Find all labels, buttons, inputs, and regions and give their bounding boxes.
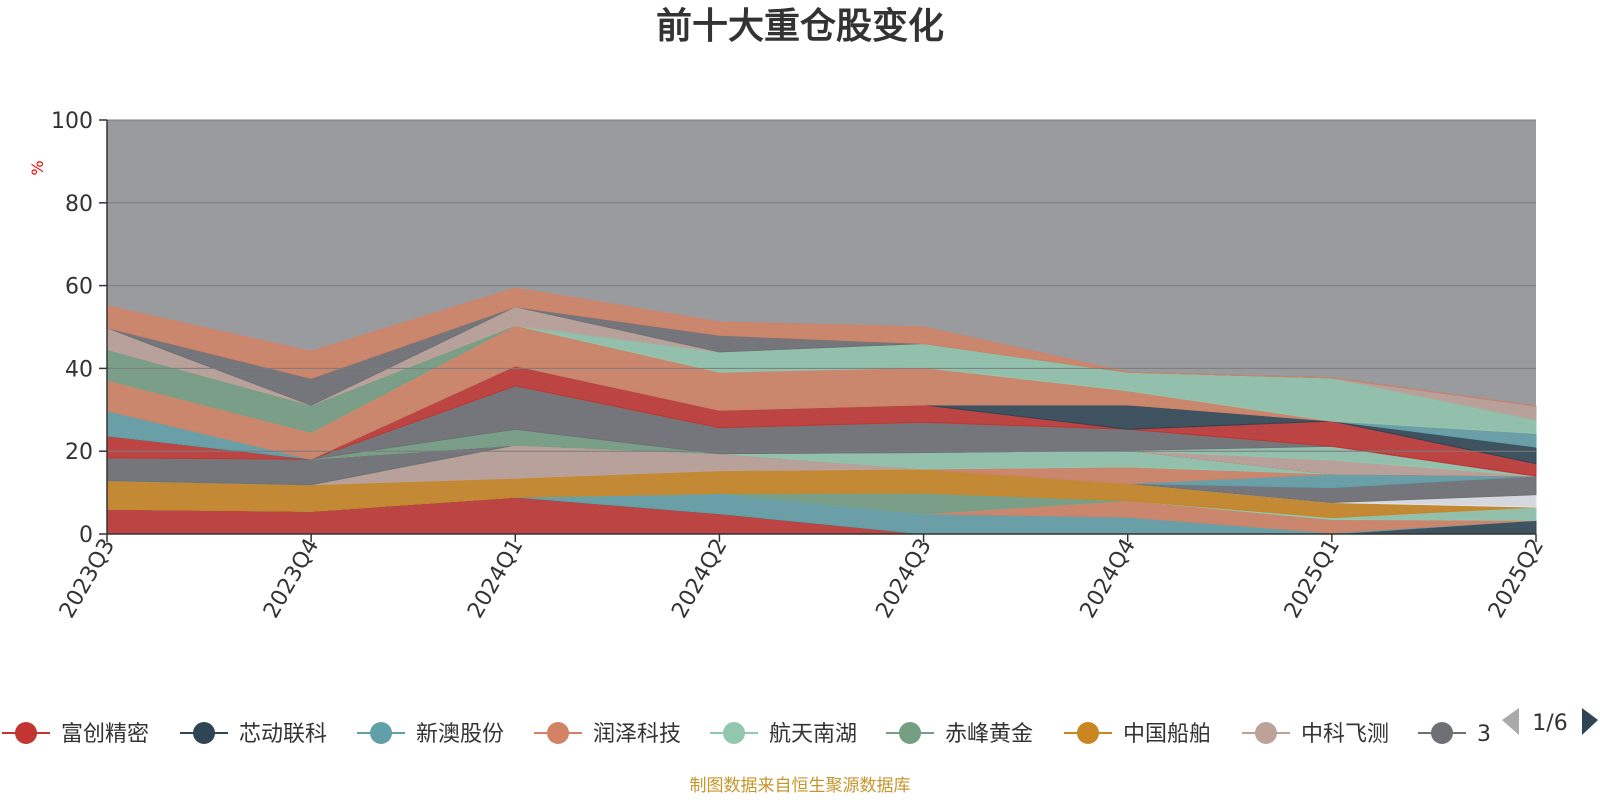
x-tick-labels: 2023Q3 2023Q4 2024Q1 2024Q2 2024Q3 2024Q4 2025… xyxy=(55,534,1549,623)
legend-marker-icon xyxy=(899,722,921,744)
legend-marker-icon xyxy=(547,722,569,744)
legend-marker-icon xyxy=(1431,722,1453,744)
legend-item[interactable]: 富创精密 xyxy=(2,722,149,747)
x-tick-label: 2025Q1 xyxy=(1280,535,1345,623)
legend-item[interactable]: 赤峰黄金 xyxy=(886,722,1033,747)
legend-marker-icon xyxy=(1255,722,1277,744)
x-tick-label: 2025Q2 xyxy=(1484,535,1549,623)
legend-marker-icon xyxy=(15,722,37,744)
legend-marker-icon xyxy=(193,722,215,744)
legend-item[interactable]: 中国船舶 xyxy=(1064,722,1211,747)
grid-lines xyxy=(107,119,1536,452)
legend-label: 新澳股份 xyxy=(416,722,504,747)
y-tick-labels: 0 20 40 60 80 100 xyxy=(51,109,107,548)
legend-label: 中科飞测 xyxy=(1301,722,1389,747)
legend-label: 赤峰黄金 xyxy=(945,722,1033,747)
y-tick-label: 100 xyxy=(51,109,93,134)
y-tick-label: 60 xyxy=(65,275,93,300)
legend-label: 中国船舶 xyxy=(1123,722,1211,747)
legend-item[interactable]: 新澳股份 xyxy=(357,722,504,747)
triangle-left-icon[interactable] xyxy=(1502,708,1519,735)
data-source-note: 制图数据来自恒生聚源数据库 xyxy=(690,776,911,796)
stacked-areas xyxy=(106,287,1537,535)
y-tick-label: 20 xyxy=(65,440,93,465)
axes xyxy=(106,120,1536,535)
area-layer-28 xyxy=(106,287,1537,407)
legend-item[interactable]: 中科飞测 xyxy=(1242,722,1389,747)
legend-label: 芯动联科 xyxy=(239,722,327,747)
legend: 富创精密 芯动联科 新澳股份 润泽科技 航天南湖 赤峰黄金 中国船舶 中科飞测 3 xyxy=(2,722,1491,747)
y-axis-unit: % xyxy=(28,160,47,175)
legend-marker-icon xyxy=(723,722,745,744)
legend-item[interactable]: 芯动联科 xyxy=(180,722,327,747)
legend-pager: 1/6 xyxy=(1502,708,1598,736)
legend-marker-icon xyxy=(1077,722,1099,744)
y-tick-label: 0 xyxy=(79,523,93,548)
y-tick-label: 80 xyxy=(65,192,93,217)
legend-page-indicator: 1/6 xyxy=(1532,711,1567,736)
x-tick-label: 2024Q4 xyxy=(1076,535,1141,623)
legend-item[interactable]: 3 xyxy=(1418,722,1491,747)
triangle-right-icon[interactable] xyxy=(1582,708,1598,735)
x-tick-label: 2024Q3 xyxy=(871,535,936,623)
x-tick-label: 2024Q1 xyxy=(463,535,528,623)
y-tick-label: 40 xyxy=(65,357,93,382)
legend-marker-icon xyxy=(370,722,392,744)
legend-label: 3 xyxy=(1477,722,1491,747)
x-tick-label: 2024Q2 xyxy=(667,535,732,623)
legend-label: 润泽科技 xyxy=(593,722,681,747)
x-tick-label: 2023Q4 xyxy=(259,535,324,623)
legend-item[interactable]: 航天南湖 xyxy=(710,722,857,747)
legend-item[interactable]: 润泽科技 xyxy=(534,722,681,747)
legend-label: 航天南湖 xyxy=(769,722,857,747)
legend-label: 富创精密 xyxy=(61,722,149,747)
chart-title: 前十大重仓股变化 xyxy=(656,5,944,47)
